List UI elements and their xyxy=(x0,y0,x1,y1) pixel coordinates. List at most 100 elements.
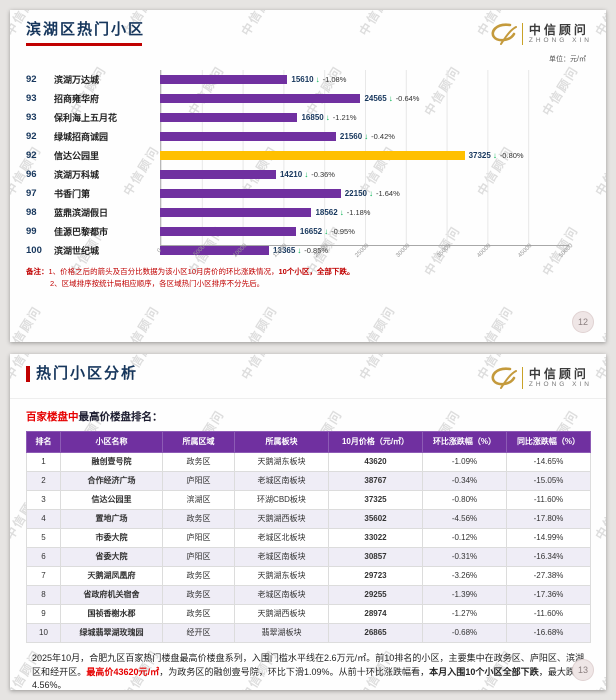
logo-subtitle: ZHONG XIN xyxy=(528,380,592,388)
chart-rows: 92 滨湖万达城 15610 ↓ -1.08% 93 招商雍华府 24565 ↓ -0.64% 93… xyxy=(26,70,568,260)
subtitle-segment: 百家楼盘中 xyxy=(26,411,79,423)
table-cell: 市委大院 xyxy=(60,527,163,548)
slide1-content: 滨湖区热门小区 中信顾问 ZHONG XIN 单位：元/㎡ xyxy=(10,10,606,342)
table-cell: 老城区南板块 xyxy=(234,546,329,567)
logo-text: 中信顾问 ZHONG XIN xyxy=(529,24,592,45)
slide2-header: 热门小区分析 中信顾问 ZHONG XIN xyxy=(10,354,606,399)
note-segment: 2、区域排序按统计局相应顺序，各区域热门小区排序不分先后。 xyxy=(50,278,265,288)
chart-row: 98 蓝鼎滨湖假日 18562 ↓ -1.18% xyxy=(26,203,568,222)
table-cell: 合作经济广场 xyxy=(60,470,163,491)
chart-community-name: 滨湖万科城 xyxy=(54,170,100,180)
table-cell: 30857 xyxy=(328,546,423,567)
chart-rank: 93 xyxy=(26,93,37,104)
logo-brand: 中信顾问 xyxy=(528,22,589,37)
table-row: 2 合作经济广场 庐阳区 老城区南板块 38767 -0.34% -15.05% xyxy=(26,470,591,491)
table-cell: -1.09% xyxy=(422,451,507,472)
table-cell: 天鹅湖西板块 xyxy=(234,603,329,624)
table-cell: 老城区北板块 xyxy=(234,527,329,548)
table-cell: 7 xyxy=(26,565,61,586)
table-cell: -0.68% xyxy=(422,622,507,643)
table-cell: -0.31% xyxy=(422,546,507,567)
note-segment: 1、价格之后的箭头及百分比数据为该小区10月房价的环比涨跌情况， xyxy=(48,267,279,276)
table-cell: 滨湖区 xyxy=(162,489,235,510)
table-cell: 置地广场 xyxy=(60,508,163,529)
logo-text: 中信顾问 ZHONG XIN xyxy=(529,368,592,389)
title-underline xyxy=(26,42,142,46)
chart-community-name: 信达公园里 xyxy=(54,151,100,161)
table-row: 5 市委大院 庐阳区 老城区北板块 33022 -0.12% -14.99% xyxy=(26,527,591,548)
table-row: 3 信达公园里 滨湖区 环湖CBD板块 37325 -0.80% -11.60% xyxy=(26,489,591,510)
table-row: 6 省委大院 庐阳区 老城区南板块 30857 -0.31% -16.34% xyxy=(26,546,591,567)
chart-value: 16652 xyxy=(299,227,323,236)
table-cell: 4 xyxy=(26,508,61,529)
table-cell: 9 xyxy=(26,603,61,624)
x-axis-tick: 45000 xyxy=(517,242,534,260)
table-cell: 天鹅湖东板块 xyxy=(234,565,329,586)
chart-value: 37325 xyxy=(468,151,491,160)
table-cell: -16.68% xyxy=(506,622,591,643)
table-cell: 省政府机关宿舍 xyxy=(60,584,163,605)
table-subtitle: 百家楼盘中最高价楼盘排名： xyxy=(26,409,590,424)
table-cell: -14.99% xyxy=(506,527,591,548)
x-axis-tick: 20000 xyxy=(313,242,330,260)
logo-divider xyxy=(521,23,523,45)
table-cell: -0.34% xyxy=(422,470,507,491)
slide1-header: 滨湖区热门小区 中信顾问 ZHONG XIN xyxy=(10,10,606,46)
table-cell: 5 xyxy=(26,527,61,548)
column-header: 环比涨跌幅（%） xyxy=(422,431,507,453)
table-cell: 政务区 xyxy=(162,584,235,605)
table-cell: 庐阳区 xyxy=(162,527,235,548)
note-segment: 10个小区，全部下跌。 xyxy=(278,267,355,276)
chart-change: -0.85% xyxy=(304,246,329,255)
chart-bar xyxy=(160,227,296,236)
chart-value: 13365 xyxy=(273,246,296,255)
down-arrow-icon: ↓ xyxy=(368,189,373,198)
chart-rank: 92 xyxy=(26,74,37,85)
table-cell: 老城区南板块 xyxy=(234,470,329,491)
paragraph-segment: ，为政务区的融创壹号院，环比下滑1.09%。从前十环比涨跌幅看， xyxy=(159,666,430,677)
x-axis-tick: 5000 xyxy=(192,244,207,258)
chart-change: -0.95% xyxy=(331,227,355,236)
table-cell: 信达公园里 xyxy=(60,489,163,510)
chart-value: 21560 xyxy=(339,132,363,141)
zhongxin-logo-icon xyxy=(491,367,517,389)
table-cell: 38767 xyxy=(328,470,423,491)
chart-bar-cell: 18562 ↓ -1.18% xyxy=(160,208,568,217)
table-cell: -11.60% xyxy=(506,603,591,624)
chart-community-name: 绿城招商诚园 xyxy=(54,132,109,142)
chart-value: 18562 xyxy=(315,208,338,217)
down-arrow-icon: ↓ xyxy=(324,227,329,236)
column-header: 小区名称 xyxy=(60,431,163,453)
logo-brand: 中信顾问 xyxy=(528,366,589,381)
x-axis-tick: 10000 xyxy=(231,242,248,260)
chart-change: -1.18% xyxy=(346,208,371,217)
chart-bar xyxy=(160,75,288,84)
chart-row: 97 书香门第 22150 ↓ -1.64% xyxy=(26,184,568,203)
table-cell: 10 xyxy=(26,622,61,643)
chart-bar xyxy=(160,170,276,179)
table-cell: -1.39% xyxy=(422,584,507,605)
chart-value: 22150 xyxy=(344,189,367,198)
paragraph-segment: 2025年10月，合肥九区百家热门楼盘最高价楼盘系列，入围门槛水平线在2.6万元… xyxy=(32,652,584,677)
chart-value: 24565 xyxy=(364,94,387,103)
down-arrow-icon: ↓ xyxy=(315,75,320,84)
table-cell: 融创壹号院 xyxy=(60,451,163,472)
table-cell: -27.38% xyxy=(506,565,591,586)
table-cell: 1 xyxy=(26,451,61,472)
chart-bar xyxy=(160,151,465,160)
table-row: 9 国祯香榭水郡 政务区 天鹅湖西板块 28974 -1.27% -11.60% xyxy=(26,603,591,624)
chart-bar xyxy=(160,113,298,122)
column-header: 10月价格（元/㎡） xyxy=(328,431,423,453)
table-cell: -3.26% xyxy=(422,565,507,586)
table-cell: 省委大院 xyxy=(60,546,163,567)
x-axis-tick: 15000 xyxy=(272,242,289,260)
table-cell: 政务区 xyxy=(162,565,235,586)
chart-community-name: 滨湖万达城 xyxy=(54,75,100,85)
slide1-title-block: 滨湖区热门小区 xyxy=(26,21,145,46)
chart-bar xyxy=(160,132,336,141)
logo-subtitle: ZHONG XIN xyxy=(528,36,592,44)
table-cell: -11.60% xyxy=(506,489,591,510)
table-row: 4 置地广场 政务区 天鹅湖西板块 35602 -4.56% -17.80% xyxy=(26,508,591,529)
chart-value: 16850 xyxy=(301,113,324,122)
